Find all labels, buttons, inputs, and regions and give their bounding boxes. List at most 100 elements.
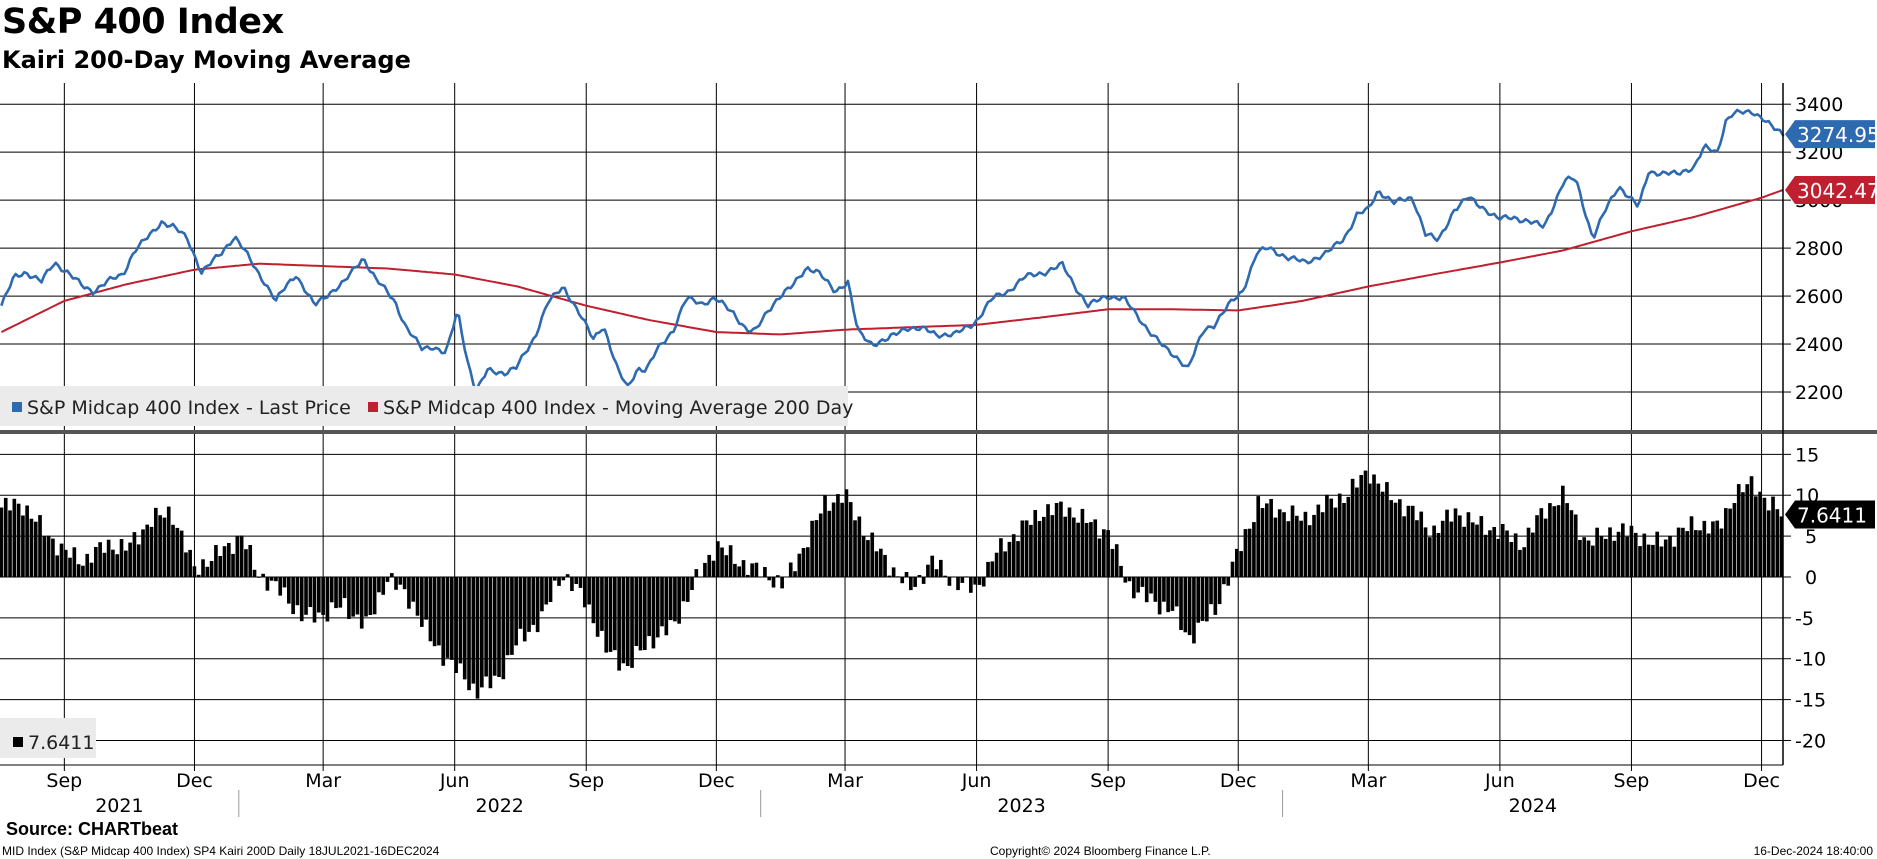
kairi-bar [381,577,386,595]
kairi-bar [999,538,1003,577]
kairi-bar [904,572,909,577]
kairi-bar [1779,516,1784,577]
kairi-bar [574,577,579,584]
kairi-bar [1235,548,1239,577]
kairi-bar [424,577,428,620]
kairi-bar [115,554,120,577]
kairi-bar [866,540,870,577]
kairi-bar [171,524,175,577]
kairi-bar [124,550,128,577]
kairi-bar [741,560,746,577]
kairi-bar [51,538,55,577]
kairi-bar [1668,536,1672,577]
kairi-bar [274,577,278,582]
kairi-bar [1578,540,1582,577]
kairi-bar [673,577,677,622]
kairi-bar [21,515,25,577]
kairi-bar [235,535,240,577]
kairi-bar [1097,538,1102,577]
kairi-bar [492,577,497,676]
kairi-ytick-label-6: -15 [1795,690,1826,712]
kairi-bar [578,577,583,588]
kairi-bar [874,551,879,577]
panel-divider [0,430,1877,434]
month-label-10: Mar [1350,770,1386,792]
kairi-bar [1638,546,1642,577]
footer-timestamp: 16-Dec-2024 18:40:00 [1753,844,1873,858]
kairi-bar [1132,577,1136,599]
kairi-bar [89,562,94,577]
kairi-bar [1591,545,1595,577]
kairi-bar [1728,508,1732,577]
kairi-bar [595,577,600,637]
kairi-bar [1222,577,1226,585]
kairi-bar [184,552,188,577]
kairi-bar [1445,509,1449,577]
kairi-bar [1295,515,1299,577]
month-label-2: Mar [305,770,341,792]
kairi-bar [450,577,454,660]
kairi-bar [1573,514,1578,577]
kairi-bar [72,547,77,577]
kairi-bar [1406,505,1411,577]
kairi-bar [617,577,621,671]
month-label-4: Sep [568,770,604,792]
month-label-1: Dec [176,770,213,792]
last-price-tag-text: 3274.95 [1797,123,1877,147]
kairi-bar [535,577,540,633]
kairi-bar [29,518,34,577]
month-label-13: Dec [1743,770,1780,792]
kairi-bar [754,562,759,577]
kairi-bar [1368,483,1372,577]
kairi-bar [565,574,570,577]
year-label-1: 2022 [476,795,524,817]
kairi-bar [716,541,720,577]
kairi-bar [969,577,973,593]
kairi-bar [1569,510,1574,577]
kairi-bar [85,553,90,577]
kairi-bar [12,498,17,577]
kairi-bar [1192,577,1196,644]
kairi-bar [887,575,892,577]
kairi-bar [1277,509,1282,577]
kairi-bar [836,494,840,577]
kairi-bar [1440,520,1445,577]
kairi-bar [1603,538,1608,577]
kairi-bar [527,577,531,632]
kairi-bar [411,577,416,602]
kairi-bar [1453,508,1458,577]
kairi-bar [1595,527,1599,577]
kairi-bar [1599,536,1604,577]
kairi-bar [600,577,604,631]
month-label-12: Sep [1614,770,1650,792]
kairi-bar [853,520,857,577]
kairi-bar [261,573,265,577]
kairi-bar [3,497,8,577]
kairi-bar [1170,577,1175,611]
kairi-bar [321,577,325,615]
kairi-bar [1621,523,1625,577]
kairi-bar [1089,522,1093,577]
kairi-bar [338,577,343,608]
kairi-bar [1307,525,1312,577]
kairi-bar [960,577,965,583]
kairi-bar [544,577,549,605]
kairi-bar [1106,530,1110,577]
kairi-bar [587,577,591,605]
kairi-bar [733,563,737,577]
kairi-bar [136,544,141,577]
kairi-bar [415,577,420,616]
kairi-bar [394,577,398,590]
kairi-bar [522,577,527,642]
kairi-bar [209,561,214,577]
kairi-bar [561,577,566,581]
last-price-tag: 3274.95 [1785,120,1877,149]
kairi-bar [1616,531,1621,577]
kairi-bar [1200,577,1205,621]
kairi-bar [1084,523,1089,577]
price-ytick-label-6: 3400 [1795,94,1843,116]
month-label-0: Sep [46,770,82,792]
kairi-bar [441,577,446,666]
moving-average-line [0,188,1784,336]
kairi-bar [1256,496,1261,577]
